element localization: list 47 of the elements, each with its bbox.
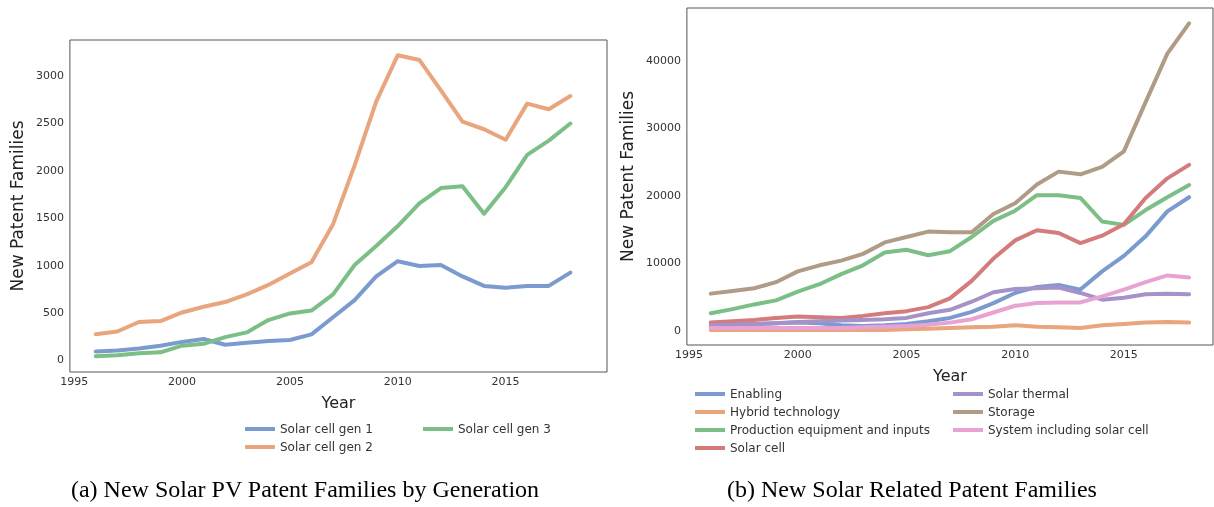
line-series	[708, 183, 1192, 316]
x-axis-title: Year	[320, 392, 356, 412]
x-tick-label: 2005	[275, 375, 304, 388]
x-tick-label: 2005	[892, 348, 921, 361]
y-tick-label: 2000	[35, 163, 64, 177]
x-tick-label: 1995	[60, 375, 89, 388]
legend-label: System including solar cell	[988, 423, 1149, 437]
legend-label: Solar cell gen 1	[280, 422, 373, 436]
y-tick-label: 2500	[35, 116, 64, 130]
legend-label: Solar cell gen 3	[458, 422, 551, 436]
y-tick-label: 30000	[645, 121, 681, 135]
line-series	[93, 259, 573, 354]
x-tick-label: 2015	[1109, 348, 1138, 361]
y-tick-label: 20000	[645, 188, 681, 202]
y-tick-label: 1500	[35, 211, 64, 225]
legend-label: Production equipment and inputs	[730, 423, 930, 437]
y-tick-label: 10000	[645, 256, 681, 270]
line-series	[93, 53, 573, 337]
y-tick-label: 3000	[35, 68, 64, 82]
x-tick-label: 2010	[383, 375, 412, 388]
x-tick-label: 2015	[491, 375, 520, 388]
x-tick-label: 2000	[783, 348, 812, 361]
legend-label: Solar cell	[730, 441, 786, 455]
legend-label: Solar cell gen 2	[280, 440, 373, 454]
y-tick-label: 0	[56, 353, 64, 367]
x-tick-label: 2000	[168, 375, 197, 388]
y-tick-label: 500	[42, 305, 64, 319]
line-series	[708, 21, 1192, 296]
x-tick-label: 2010	[1001, 348, 1030, 361]
line-series	[708, 319, 1192, 333]
legend-label: Storage	[988, 405, 1035, 419]
legend-label: Hybrid technology	[730, 405, 841, 419]
x-tick-label: 1995	[675, 348, 704, 361]
line-series	[708, 285, 1192, 328]
text: (b) New Solar Related Patent Families	[727, 476, 1097, 502]
line-series	[708, 162, 1192, 325]
line-series	[708, 273, 1192, 331]
line-series	[93, 121, 573, 359]
y-tick-label: 0	[673, 323, 681, 337]
y-axis-title: New Patent Families	[616, 90, 637, 263]
y-tick-label: 40000	[645, 53, 681, 67]
y-axis-title: New Patent Families	[6, 120, 27, 292]
legend-label: Enabling	[730, 387, 783, 401]
legend-label: Solar thermal	[988, 387, 1070, 401]
x-axis-title: Year	[932, 365, 968, 385]
text: (a) New Solar PV Patent Families by Generation	[70, 476, 540, 502]
y-tick-label: 1000	[35, 258, 64, 272]
